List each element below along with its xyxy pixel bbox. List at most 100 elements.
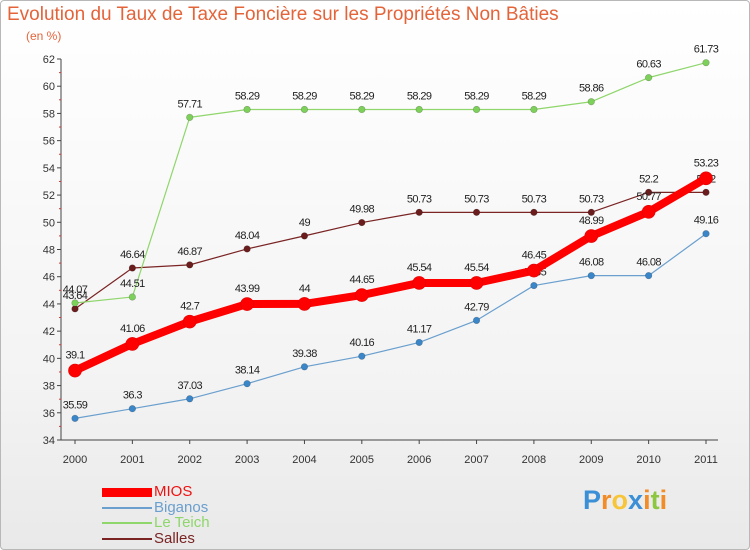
x-tick-label: 2006: [407, 454, 431, 466]
data-point-salles: [415, 208, 423, 216]
logo-letter: o: [611, 485, 629, 515]
data-label-mios: 44: [299, 283, 311, 295]
data-point-mios: [182, 314, 197, 329]
data-point-mios: [125, 337, 140, 351]
data-label-le-teich: 58.29: [235, 90, 260, 102]
y-tick-label: 58: [43, 108, 55, 120]
logo-letter: i: [659, 485, 668, 515]
data-point-le-teich: [300, 105, 309, 114]
data-point-biganos: [530, 281, 538, 290]
data-point-mios: [641, 205, 656, 219]
data-point-salles: [530, 208, 538, 216]
data-point-biganos: [71, 414, 79, 422]
data-point-biganos: [243, 380, 251, 388]
data-point-biganos: [702, 230, 710, 238]
y-tick-label: 54: [43, 163, 55, 175]
data-label-salles: 43.64: [63, 290, 88, 302]
data-point-salles: [243, 245, 251, 253]
legend-swatch-le-teich: [102, 522, 152, 524]
legend-swatch-mios: [102, 487, 152, 497]
data-label-le-teich: 60.63: [636, 59, 661, 71]
data-label-salles: 50.73: [407, 193, 432, 205]
data-label-salles: 49: [299, 217, 311, 229]
data-point-biganos: [358, 352, 366, 360]
data-label-mios: 42.7: [180, 301, 199, 313]
y-tick-label: 56: [43, 136, 55, 148]
data-point-biganos: [415, 338, 423, 347]
data-label-salles: 46.64: [120, 249, 145, 261]
legend-swatch-biganos: [102, 506, 152, 509]
data-label-salles: 52.2: [639, 173, 658, 185]
logo-letter: t: [650, 485, 660, 515]
y-tick-label: 50: [43, 217, 55, 229]
series-line-biganos: [74, 233, 707, 419]
data-point-mios: [240, 297, 254, 311]
data-label-le-teich: 58.29: [407, 90, 432, 102]
y-tick-label: 62: [43, 54, 55, 66]
data-point-salles: [128, 264, 136, 272]
x-tick-label: 2007: [464, 454, 488, 466]
y-tick-label: 36: [43, 408, 55, 420]
data-label-salles: 49.98: [350, 204, 375, 216]
data-point-mios: [584, 229, 599, 243]
data-label-le-teich: 58.86: [579, 83, 604, 95]
data-label-biganos: 39.38: [292, 348, 317, 360]
data-point-le-teich: [128, 293, 136, 301]
legend-label-salles: Salles: [154, 529, 195, 547]
data-label-mios: 43.99: [235, 283, 260, 295]
data-label-salles: 50.73: [464, 193, 489, 205]
data-label-biganos: 35.59: [63, 399, 88, 411]
data-label-le-teich: 61.73: [694, 44, 719, 56]
logo-letter: P: [583, 485, 602, 515]
x-tick-label: 2003: [235, 454, 259, 466]
data-point-le-teich: [358, 105, 366, 114]
legend-label-le-teich: Le Teich: [154, 514, 210, 531]
logo-letter: i: [643, 485, 651, 515]
data-label-mios: 41.06: [120, 323, 145, 335]
data-label-mios: 50.77: [636, 191, 661, 203]
data-point-biganos: [645, 272, 653, 280]
data-point-biganos: [186, 395, 194, 403]
data-point-mios: [469, 276, 484, 290]
data-point-biganos: [587, 272, 595, 280]
x-tick-label: 2001: [120, 454, 144, 466]
y-tick-label: 42: [43, 326, 55, 338]
data-label-biganos: 46.08: [636, 257, 661, 269]
chart-title: Evolution du Taux de Taxe Foncière sur l…: [7, 4, 559, 25]
x-tick-label: 2011: [694, 454, 718, 466]
data-point-le-teich: [472, 105, 481, 114]
data-point-mios: [699, 171, 713, 186]
data-label-biganos: 40.16: [350, 337, 375, 349]
data-label-salles: 48.04: [235, 230, 260, 242]
data-point-salles: [186, 261, 194, 269]
data-point-salles: [358, 218, 366, 227]
data-point-le-teich: [587, 98, 595, 106]
data-label-salles: 46.87: [177, 246, 202, 258]
series-line-mios: [71, 174, 710, 375]
data-point-le-teich: [243, 105, 251, 114]
data-label-salles: 50.73: [522, 193, 547, 205]
y-tick-label: 60: [43, 81, 55, 93]
legend-swatch-salles: [102, 537, 152, 540]
y-tick-label: 46: [43, 272, 55, 284]
data-label-mios: 39.1: [65, 350, 84, 362]
y-tick-label: 52: [43, 190, 55, 202]
y-tick-label: 44: [43, 299, 55, 311]
y-tick-label: 34: [43, 435, 55, 447]
logo-letter: x: [628, 485, 644, 515]
data-label-le-teich: 58.29: [292, 90, 317, 102]
data-label-le-teich: 57.71: [177, 98, 202, 110]
data-label-le-teich: 44.51: [120, 278, 145, 290]
data-label-mios: 46.45: [522, 250, 547, 262]
data-label-le-teich: 58.29: [522, 90, 547, 102]
data-label-biganos: 46.08: [579, 257, 604, 269]
x-tick-label: 2000: [63, 454, 87, 466]
data-point-mios: [527, 263, 541, 278]
data-point-mios: [297, 297, 312, 311]
x-tick-label: 2004: [292, 454, 316, 466]
x-tick-label: 2010: [636, 454, 660, 466]
data-point-salles: [645, 188, 653, 196]
x-tick-label: 2002: [177, 454, 201, 466]
